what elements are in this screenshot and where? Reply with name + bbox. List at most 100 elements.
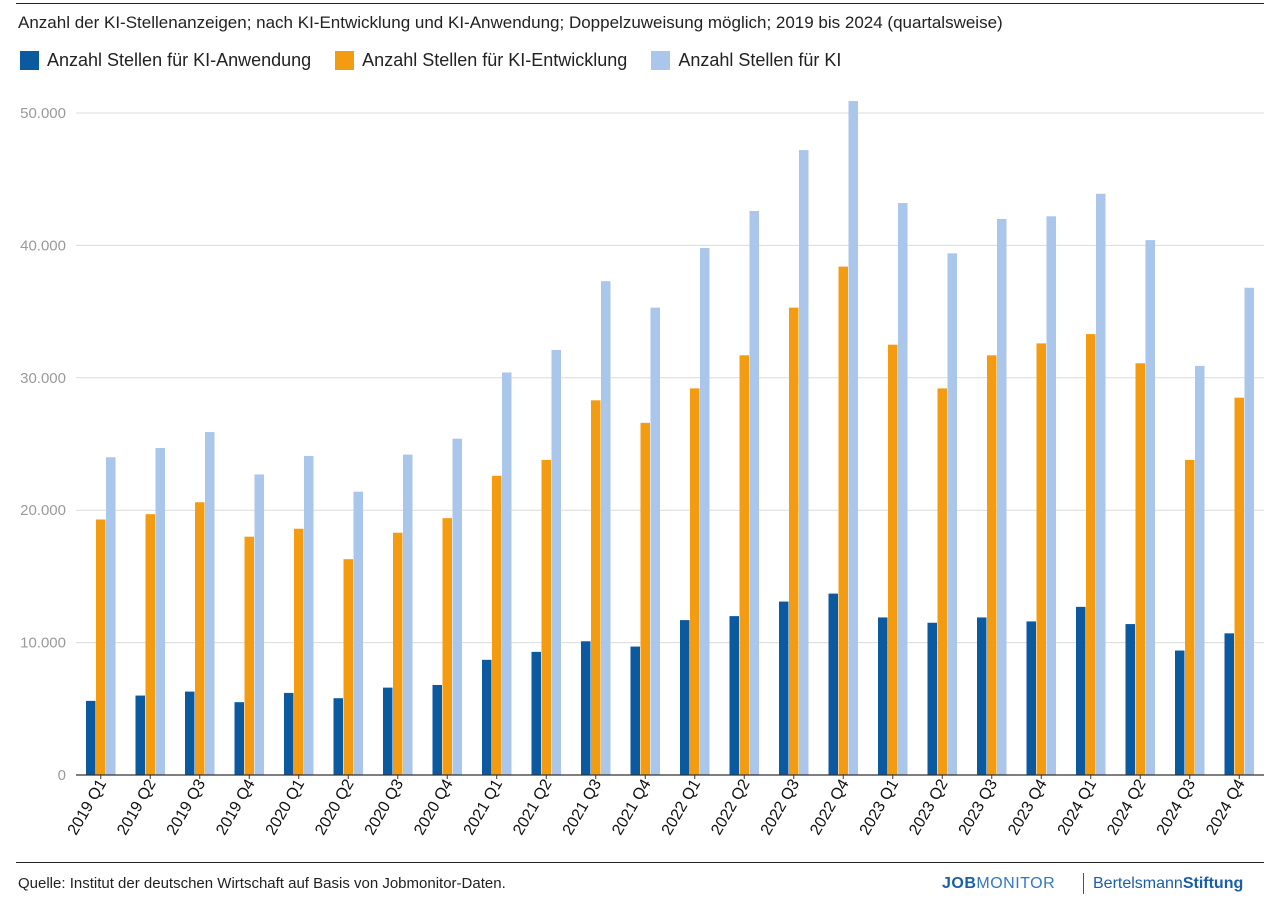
bar-ki [353,491,363,775]
x-axis-labels: 2019 Q1 2019 Q2 2019 Q3 2019 Q4 2020 Q1 2020 … [65,775,1249,838]
bar-ki [848,101,858,775]
logo-separator [1083,873,1084,894]
bar-ki [254,474,264,775]
bar-anwendung [630,646,640,775]
bar-ki [155,447,165,775]
bar-ki [502,372,512,775]
bar-ki [106,457,116,775]
bar-anwendung [828,593,838,775]
bar-ki [403,454,413,775]
bar-anwendung [1224,633,1234,775]
x-tick-label: 2022 Q3 [758,776,803,838]
bar-ki [551,350,561,775]
bar-anwendung [234,702,244,775]
x-tick-label: 2021 Q4 [609,776,654,838]
bar-anwendung [1125,624,1135,775]
chart-title: Anzahl der KI-Stellenanzeigen; nach KI-E… [18,13,1003,32]
bar-entwicklung [195,502,205,775]
legend-swatch-ki [651,51,671,70]
x-tick-label: 2019 Q1 [65,776,110,838]
y-tick-label: 20.000 [20,502,66,519]
bertelsmann-stiftung-logo[interactable]: BertelsmannStiftung [1093,875,1243,893]
legend-label-anwendung: Anzahl Stellen für KI-Anwendung [47,50,312,70]
bar-ki [452,438,462,775]
grid-layer [76,112,1264,644]
bar-anwendung [284,692,294,775]
x-tick-label: 2020 Q3 [362,776,407,838]
x-tick-label: 2024 Q2 [1104,776,1149,838]
bar-anwendung [135,695,145,775]
x-tick-label: 2019 Q3 [164,776,209,838]
x-tick-label: 2019 Q4 [213,776,258,838]
bar-anwendung [1076,606,1086,775]
x-tick-label: 2022 Q2 [708,776,753,838]
x-tick-label: 2020 Q1 [263,776,308,838]
bar-entwicklung [937,388,947,775]
source-note: Quelle: Institut der deutschen Wirtschaf… [18,875,506,892]
bar-anwendung [581,641,591,775]
jobmonitor-logo[interactable]: JOBMONITOR [942,875,1055,893]
jobmonitor-logo-monitor: MONITOR [976,875,1056,892]
bar-entwicklung [838,266,848,775]
bar-entwicklung [442,518,452,775]
x-tick-label: 2021 Q1 [461,776,506,838]
bar-entwicklung [393,532,403,775]
legend-item-entwicklung[interactable]: Anzahl Stellen für KI-Entwicklung [335,50,627,71]
bar-entwicklung [690,388,700,775]
bar-entwicklung [739,355,749,775]
legend-item-anwendung[interactable]: Anzahl Stellen für KI-Anwendung [20,50,311,71]
bar-entwicklung [492,475,502,775]
bar-anwendung [432,684,442,775]
x-tick-label: 2020 Q2 [312,776,357,838]
jobmonitor-logo-job: JOB [942,875,977,892]
bertelsmann-logo-text: Bertelsmann [1093,875,1183,892]
x-tick-label: 2020 Q4 [411,776,456,838]
bar-entwicklung [244,536,254,775]
legend-swatch-anwendung [20,51,39,70]
x-tick-label: 2024 Q3 [1154,776,1199,838]
bar-entwicklung [1135,363,1145,775]
legend-label-ki: Anzahl Stellen für KI [678,50,842,70]
bar-anwendung [383,687,393,775]
bar-ki [1046,216,1056,775]
x-tick-label: 2024 Q1 [1055,776,1100,838]
legend-label-entwicklung: Anzahl Stellen für KI-Entwicklung [362,50,628,70]
bar-anwendung [333,698,343,775]
bar-anwendung [531,651,541,775]
y-tick-label: 50.000 [20,105,66,122]
bar-anwendung [927,622,937,775]
bar-entwicklung [96,519,106,775]
bar-anwendung [878,617,888,775]
bar-ki [1195,365,1205,775]
x-tick-label: 2023 Q2 [906,776,951,838]
bar-entwicklung [1086,334,1096,775]
bar-anwendung [482,659,492,775]
bar-ki [898,203,908,775]
bar-entwicklung [789,307,799,775]
bar-entwicklung [343,559,353,775]
bar-entwicklung [640,422,650,775]
legend-item-ki[interactable]: Anzahl Stellen für KI [651,50,841,71]
bar-ki [1244,287,1254,775]
x-tick-label: 2024 Q4 [1203,776,1248,838]
legend-swatch-entwicklung [335,51,355,70]
bar-entwicklung [294,528,304,775]
bar-entwicklung [1234,397,1244,775]
bar-ki [997,218,1007,776]
bar-ki [700,248,710,776]
x-tick-label: 2021 Q3 [560,776,605,838]
bar-ki [1145,240,1155,776]
bar-entwicklung [888,344,898,775]
bar-ki [1096,193,1106,775]
x-tick-label: 2019 Q2 [114,776,159,838]
bar-entwicklung [145,514,155,775]
bar-ki [799,150,809,775]
bar-anwendung [1175,650,1185,775]
bar-ki [601,281,611,775]
x-tick-label: 2022 Q4 [807,776,852,838]
legend: Anzahl Stellen für KI-Anwendung Anzahl S… [20,50,865,71]
x-tick-label: 2022 Q1 [659,776,704,838]
bar-anwendung [779,601,789,775]
bar-anwendung [977,617,987,775]
